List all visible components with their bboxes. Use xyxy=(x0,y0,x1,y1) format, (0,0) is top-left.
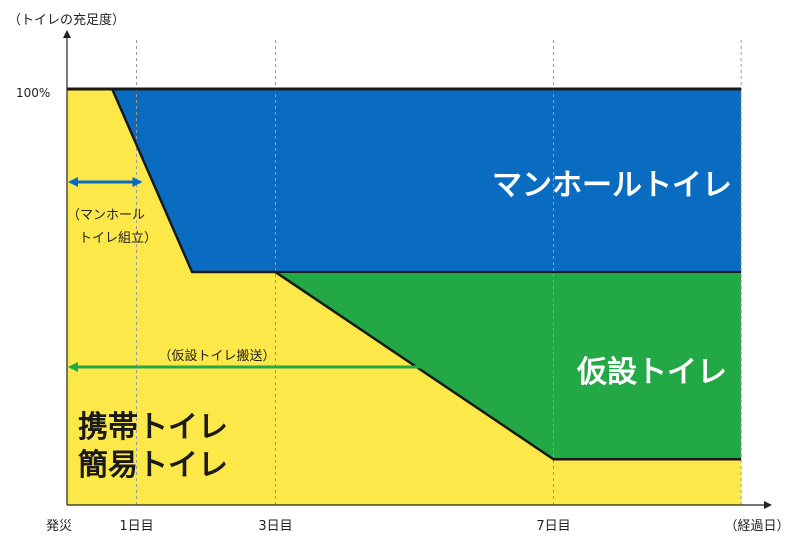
area-manhole-toilet xyxy=(112,89,742,273)
annotation-manhole-line2: トイレ組立） xyxy=(79,231,157,246)
annotation-kasetsu-transport: （仮設トイレ搬送） xyxy=(158,348,275,364)
area-keitai-kan-i-toilet xyxy=(67,89,742,505)
x-tick-label-7: 7日目 xyxy=(536,519,570,534)
x-tick-label-1: 1日目 xyxy=(119,519,153,534)
y-tick-label-100: 100% xyxy=(16,86,50,100)
annotation-manhole-line1: （マンホール xyxy=(67,208,145,223)
area-kasetsu-toilet xyxy=(275,272,742,460)
series-label-keitai-toilet: 携帯トイレ xyxy=(78,410,228,445)
x-axis-label: （経過日） xyxy=(724,519,789,534)
y-axis-label: （トイレの充足度） xyxy=(8,12,125,28)
series-label-kasetsu-toilet: 仮設トイレ xyxy=(576,355,727,390)
series-label-kan-i-toilet: 簡易トイレ xyxy=(78,448,228,483)
series-label-manhole-toilet: マンホールトイレ xyxy=(492,168,732,203)
x-tick-label-3: 3日目 xyxy=(258,519,292,534)
x-tick-label-0: 発災 xyxy=(46,519,72,534)
